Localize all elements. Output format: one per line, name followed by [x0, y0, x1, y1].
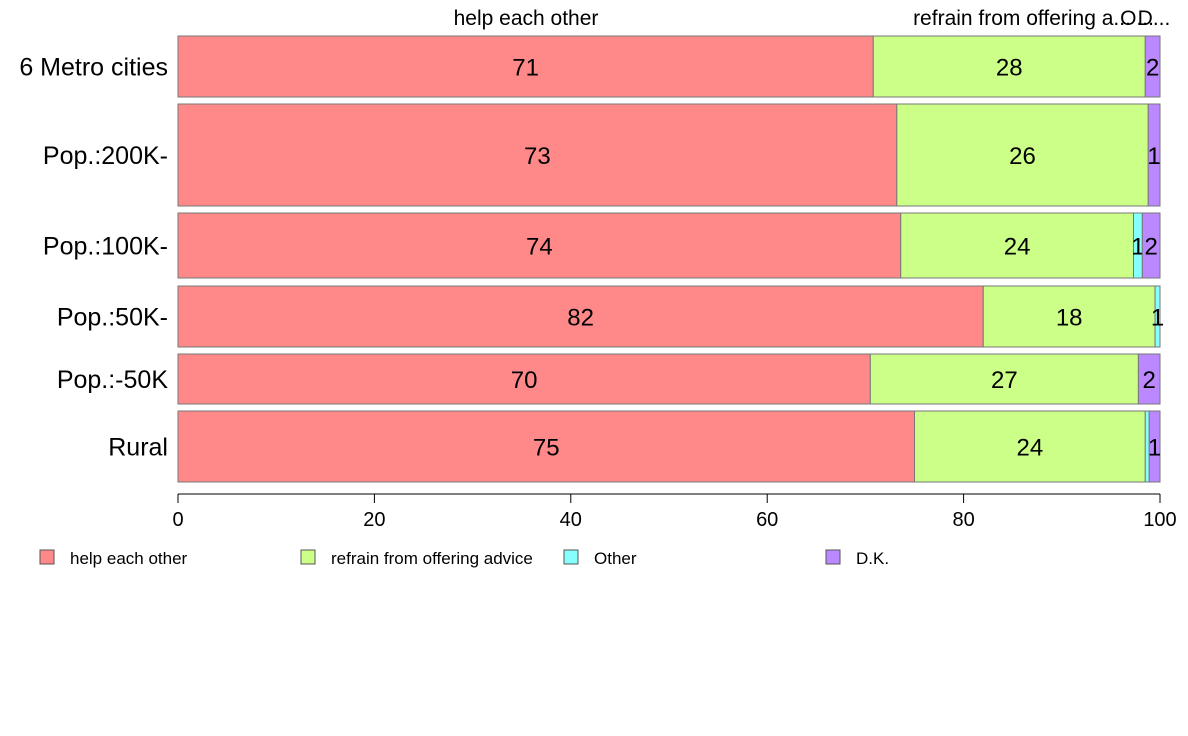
bar-value-label: 2 — [1146, 55, 1159, 82]
bar-segment — [869, 353, 1139, 405]
top-series-label: D... — [1138, 7, 1171, 30]
bar-segment — [872, 35, 1146, 98]
bar-value-label: 1 — [1131, 234, 1144, 261]
legend-swatch — [825, 549, 841, 565]
bar-segment — [896, 103, 1149, 207]
x-tick-label: 40 — [560, 509, 582, 531]
bar-segment — [177, 410, 915, 483]
legend-swatch — [39, 549, 55, 565]
category-label: Pop.:50K- — [57, 304, 168, 332]
bar-value-label: 1 — [1148, 435, 1161, 462]
x-tick-label: 0 — [172, 509, 183, 531]
bar-segment — [1137, 353, 1161, 405]
bar-value-label: 75 — [533, 435, 560, 462]
bar-segment — [1141, 212, 1161, 279]
bar-value-label: 73 — [524, 143, 551, 170]
top-series-label: help each other — [454, 7, 599, 30]
bar-value-label: 82 — [567, 305, 594, 332]
bar-value-label: 2 — [1143, 367, 1156, 394]
bar-segment — [1154, 285, 1161, 348]
bar-value-label: 27 — [991, 367, 1018, 394]
legend-swatch — [563, 549, 579, 565]
bar-value-label: 26 — [1009, 143, 1036, 170]
bar-value-label: 28 — [996, 55, 1023, 82]
legend-label: D.K. — [856, 549, 889, 568]
x-tick-label: 100 — [1143, 509, 1176, 531]
legend-swatch — [300, 549, 316, 565]
bar-segment — [177, 212, 902, 279]
bar-segment — [177, 353, 871, 405]
category-label: Rural — [108, 434, 168, 462]
x-tick-label: 60 — [756, 509, 778, 531]
category-label: 6 Metro cities — [19, 54, 168, 82]
bar-value-label: 18 — [1056, 305, 1083, 332]
bar-value-label: 1 — [1151, 305, 1164, 332]
bar-segment — [1147, 103, 1161, 207]
top-series-label: refrain from offering a... — [913, 7, 1131, 30]
bar-segment — [900, 212, 1134, 279]
bar-value-label: 24 — [1017, 435, 1044, 462]
x-tick-label: 20 — [363, 509, 385, 531]
top-series-label: O... — [1120, 7, 1154, 30]
bar-segment — [982, 285, 1156, 348]
legend-label: refrain from offering advice — [331, 549, 533, 568]
bar-value-label: 70 — [511, 367, 538, 394]
legend-label: help each other — [70, 549, 188, 568]
bar-segment — [1148, 410, 1161, 483]
bar-value-label: 24 — [1004, 234, 1031, 261]
bar-segment — [914, 410, 1146, 483]
bar-value-label: 74 — [526, 234, 553, 261]
legend-label: Other — [594, 549, 637, 568]
x-tick-label: 80 — [952, 509, 974, 531]
bar-segment — [1144, 35, 1161, 98]
category-label: Pop.:200K- — [43, 142, 168, 170]
category-label: Pop.:100K- — [43, 233, 168, 261]
bar-value-label: 2 — [1144, 234, 1157, 261]
category-label: Pop.:-50K — [57, 366, 169, 394]
bar-value-label: 1 — [1147, 143, 1160, 170]
bar-segment — [177, 103, 898, 207]
bar-value-label: 71 — [512, 55, 539, 82]
bar-segment — [177, 285, 984, 348]
